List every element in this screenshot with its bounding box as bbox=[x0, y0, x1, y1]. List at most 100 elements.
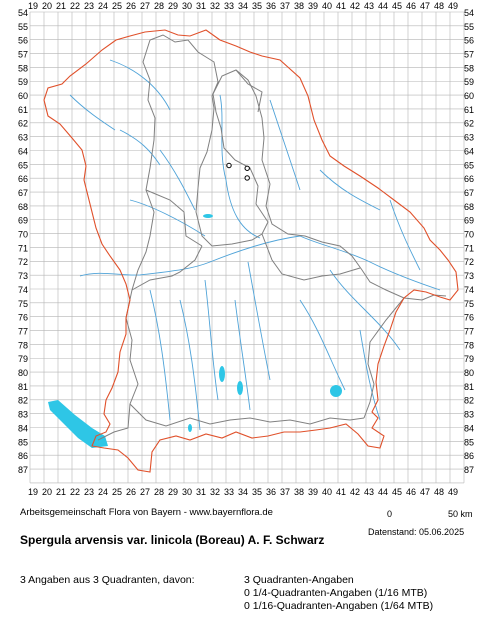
row-label: 63 bbox=[464, 133, 474, 143]
column-label: 42 bbox=[350, 487, 360, 497]
column-label: 44 bbox=[378, 1, 388, 11]
row-label: 78 bbox=[18, 340, 28, 350]
row-label: 70 bbox=[18, 230, 28, 240]
column-label: 31 bbox=[196, 1, 206, 11]
row-label: 65 bbox=[18, 160, 28, 170]
row-label: 68 bbox=[18, 202, 28, 212]
column-label: 30 bbox=[182, 487, 192, 497]
row-label: 79 bbox=[464, 354, 474, 364]
row-label: 59 bbox=[18, 77, 28, 87]
column-label: 28 bbox=[154, 1, 164, 11]
column-label: 25 bbox=[112, 1, 122, 11]
column-label: 43 bbox=[364, 487, 374, 497]
row-label: 77 bbox=[464, 326, 474, 336]
row-label: 69 bbox=[464, 216, 474, 226]
lakes bbox=[48, 214, 342, 448]
row-label: 69 bbox=[18, 216, 28, 226]
column-label: 46 bbox=[406, 487, 416, 497]
stats-total: 3 Angaben aus 3 Quadranten, davon: bbox=[20, 574, 195, 586]
row-label: 83 bbox=[464, 410, 474, 420]
row-label: 54 bbox=[464, 8, 474, 18]
row-label: 67 bbox=[18, 188, 28, 198]
column-label: 41 bbox=[336, 1, 346, 11]
column-label: 33 bbox=[224, 1, 234, 11]
column-label: 25 bbox=[112, 487, 122, 497]
state-border bbox=[43, 29, 459, 473]
stats-breakdown: 3 Quadranten-Angaben 0 1/4-Quadranten-An… bbox=[244, 574, 433, 613]
row-label: 54 bbox=[18, 8, 28, 18]
column-label: 48 bbox=[434, 487, 444, 497]
district-borders bbox=[97, 34, 447, 441]
column-label: 34 bbox=[238, 1, 248, 11]
row-label: 62 bbox=[464, 119, 474, 129]
record-marker bbox=[226, 162, 232, 169]
column-label: 20 bbox=[42, 1, 52, 11]
column-label: 49 bbox=[448, 1, 458, 11]
column-label: 46 bbox=[406, 1, 416, 11]
column-label: 27 bbox=[140, 487, 150, 497]
row-label: 73 bbox=[18, 271, 28, 281]
row-label: 80 bbox=[18, 368, 28, 378]
column-label: 38 bbox=[294, 487, 304, 497]
distribution-map: 19 20 21 22 23 24 25 26 27 28 29 30 31 32 33 34 35 36 37 38… bbox=[18, 1, 474, 497]
row-label: 84 bbox=[18, 423, 28, 433]
column-label: 39 bbox=[308, 1, 318, 11]
column-label: 28 bbox=[154, 487, 164, 497]
row-label: 63 bbox=[18, 133, 28, 143]
row-label: 65 bbox=[464, 160, 474, 170]
column-label: 35 bbox=[252, 1, 262, 11]
column-label: 34 bbox=[238, 487, 248, 497]
column-label: 32 bbox=[210, 1, 220, 11]
rivers bbox=[69, 59, 441, 431]
column-label: 30 bbox=[182, 1, 192, 11]
column-label: 41 bbox=[336, 487, 346, 497]
row-label: 87 bbox=[18, 465, 28, 475]
column-label: 36 bbox=[266, 487, 276, 497]
row-label: 55 bbox=[464, 22, 474, 32]
record-marker bbox=[244, 175, 250, 181]
species-title: Spergula arvensis var. linicola (Boreau)… bbox=[20, 533, 325, 547]
row-label: 79 bbox=[18, 354, 28, 364]
row-label: 80 bbox=[464, 368, 474, 378]
row-label: 64 bbox=[18, 146, 28, 156]
row-label: 59 bbox=[464, 77, 474, 87]
column-label: 23 bbox=[84, 1, 94, 11]
column-label: 23 bbox=[84, 487, 94, 497]
column-label: 49 bbox=[448, 487, 458, 497]
row-label: 62 bbox=[18, 119, 28, 129]
row-label: 66 bbox=[18, 174, 28, 184]
column-label: 26 bbox=[126, 487, 136, 497]
scale-start: 0 bbox=[387, 509, 393, 519]
column-label: 39 bbox=[308, 487, 318, 497]
row-label: 64 bbox=[464, 146, 474, 156]
row-label: 56 bbox=[464, 36, 474, 46]
row-label: 85 bbox=[18, 437, 28, 447]
column-label: 48 bbox=[434, 1, 444, 11]
row-label: 78 bbox=[464, 340, 474, 350]
row-label: 67 bbox=[464, 188, 474, 198]
row-label: 66 bbox=[464, 174, 474, 184]
row-label: 76 bbox=[18, 313, 28, 323]
row-label: 57 bbox=[464, 49, 474, 59]
column-label: 45 bbox=[392, 487, 402, 497]
row-label: 71 bbox=[18, 243, 28, 253]
row-label: 75 bbox=[464, 299, 474, 309]
row-label: 72 bbox=[18, 257, 28, 267]
column-label: 36 bbox=[266, 1, 276, 11]
column-label: 33 bbox=[224, 487, 234, 497]
column-label: 37 bbox=[280, 1, 290, 11]
column-label: 32 bbox=[210, 487, 220, 497]
column-label: 29 bbox=[168, 1, 178, 11]
grid-row-labels-right: 54 55 56 57 58 59 60 61 62 63 64 65 66 67 68 69 70 71 72 73… bbox=[464, 8, 474, 475]
row-label: 86 bbox=[18, 451, 28, 461]
row-label: 70 bbox=[464, 230, 474, 240]
column-label: 22 bbox=[70, 1, 80, 11]
stats-quadrants: 3 Quadranten-Angaben bbox=[244, 574, 354, 586]
credit-text: Arbeitsgemeinschaft Flora von Bayern - w… bbox=[20, 507, 273, 518]
row-label: 58 bbox=[18, 63, 28, 73]
column-label: 21 bbox=[56, 1, 66, 11]
column-label: 35 bbox=[252, 487, 262, 497]
column-label: 47 bbox=[420, 1, 430, 11]
grid-row-labels-left: 54 55 56 57 58 59 60 61 62 63 64 65 66 67 68 69 70 71 72 73… bbox=[18, 8, 28, 475]
column-label: 45 bbox=[392, 1, 402, 11]
